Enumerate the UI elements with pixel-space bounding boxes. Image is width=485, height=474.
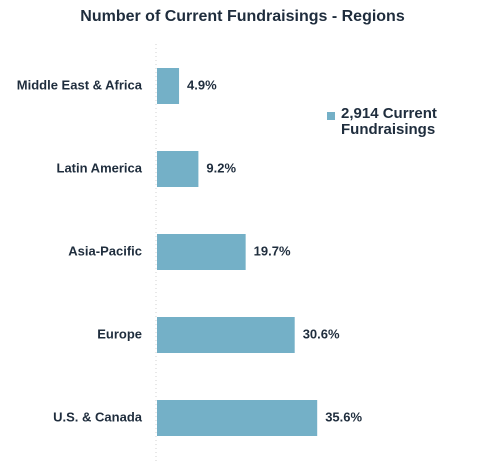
bar-asia-pacific xyxy=(157,234,246,270)
value-label-middle-east-africa: 4.9% xyxy=(187,77,217,92)
value-label-latin-america: 9.2% xyxy=(206,160,236,175)
value-label-europe: 30.6% xyxy=(303,326,340,341)
bar-latin-america xyxy=(157,151,199,187)
value-label-asia-pacific: 19.7% xyxy=(254,243,291,258)
category-label-asia-pacific: Asia-Pacific xyxy=(68,243,142,258)
category-label-middle-east-africa: Middle East & Africa xyxy=(17,77,143,92)
category-label-latin-america: Latin America xyxy=(57,160,143,175)
legend-entry: 2,914 Current Fundraisings xyxy=(341,105,437,138)
bars-layer: Middle East & Africa 4.9% Latin America 9.2… xyxy=(17,68,363,436)
category-label-u-s-canada: U.S. & Canada xyxy=(53,409,143,424)
legend: 2,914 Current Fundraisings xyxy=(327,106,471,138)
category-label-europe: Europe xyxy=(97,326,142,341)
bar-u-s-canada xyxy=(157,400,318,436)
legend-swatch xyxy=(327,112,335,120)
bar-europe xyxy=(157,317,295,353)
chart-title: Number of Current Fundraisings - Regions xyxy=(80,8,405,25)
value-label-u-s-canada: 35.6% xyxy=(325,409,362,424)
bar-middle-east-africa xyxy=(157,68,180,104)
